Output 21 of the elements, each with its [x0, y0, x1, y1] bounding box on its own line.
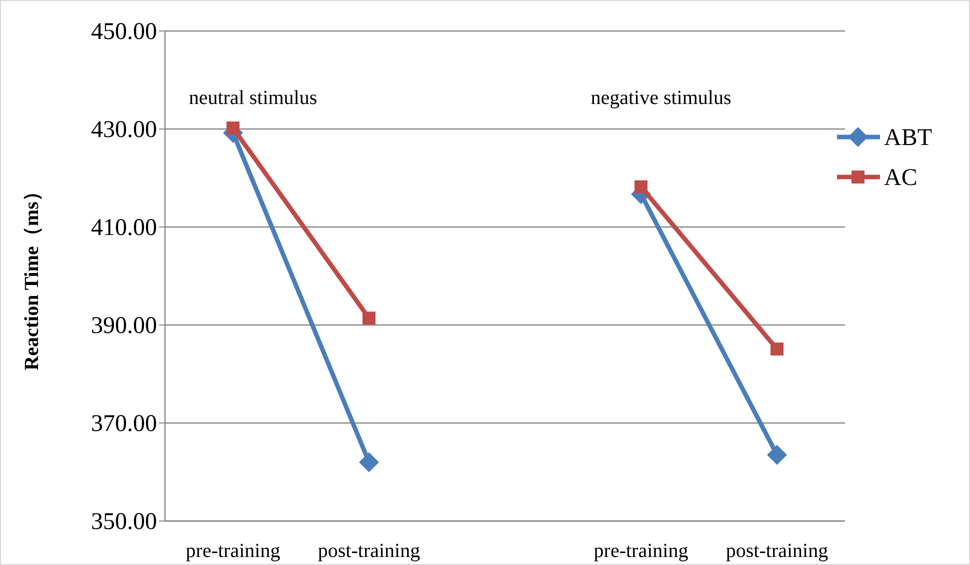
point — [226, 122, 240, 135]
x-tick-label: pre-training — [186, 540, 280, 562]
y-tick-label: 390.00 — [91, 313, 157, 339]
x-tick-label: post-training — [726, 540, 828, 562]
y-tick-label: 450.00 — [91, 19, 157, 45]
legend-label: AC — [884, 165, 918, 191]
y-tick-label: 370.00 — [91, 411, 157, 437]
y-tick-label: 410.00 — [91, 215, 157, 241]
annotation: neutral stimulus — [188, 87, 318, 109]
y-axis-title: Reaction Time（ms） — [21, 182, 43, 370]
point — [767, 444, 787, 465]
y-tick-label: 430.00 — [91, 117, 157, 143]
point — [359, 452, 379, 472]
annotation: negative stimulus — [590, 87, 732, 109]
x-tick-label: post-training — [318, 540, 420, 562]
point — [362, 312, 376, 325]
x-tick-label: pre-training — [594, 540, 688, 562]
point — [634, 180, 648, 194]
y-tick-label: 350.00 — [91, 509, 157, 535]
legend-label: ABT — [884, 125, 932, 151]
point — [770, 342, 784, 356]
